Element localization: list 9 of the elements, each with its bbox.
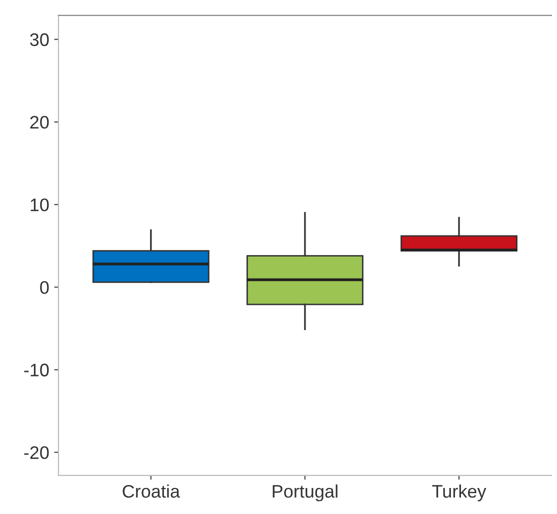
y-tick-label: 20: [30, 116, 49, 129]
y-tick-label: 0: [40, 281, 49, 294]
y-tick-label: 30: [30, 33, 49, 46]
y-tick-label: 10: [30, 198, 49, 212]
y-tick-label: -10: [24, 364, 49, 376]
y-tick-label: -20: [24, 446, 49, 460]
x-tick-label: Portugal: [272, 484, 338, 502]
x-tick-label: Turkey: [432, 484, 486, 502]
x-tick-label: Croatia: [122, 484, 180, 498]
